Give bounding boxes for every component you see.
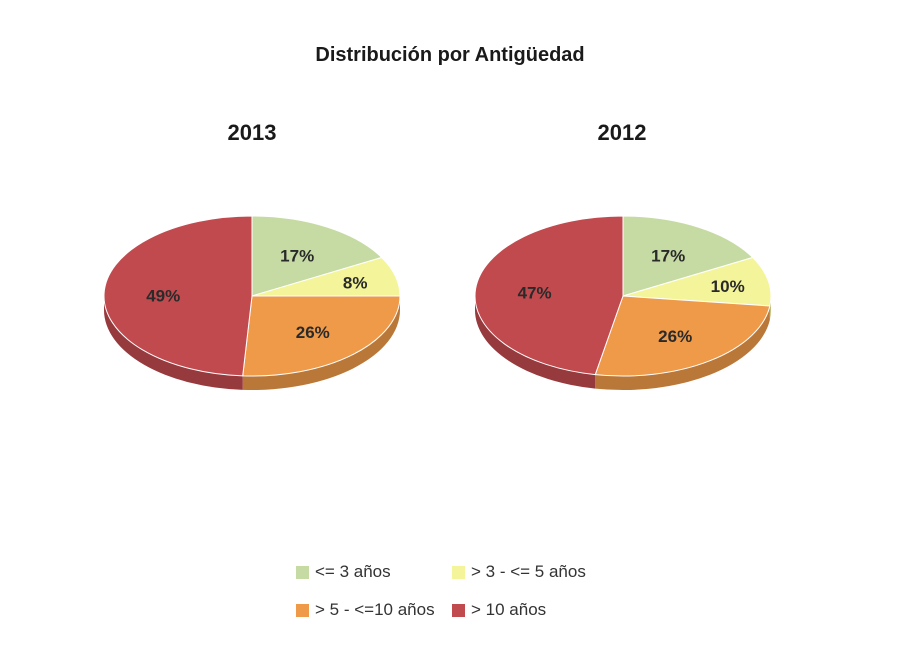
pie-title-2013: 2013: [227, 120, 277, 145]
legend-label-5to10: > 5 - <=10 años: [315, 600, 435, 619]
pie-2013-label-3to5: 8%: [343, 274, 368, 293]
pie-title-2012: 2012: [597, 120, 647, 145]
legend-label-le3: <= 3 años: [315, 562, 391, 581]
pie-2013: 17% 8% 26% 49%: [103, 215, 401, 390]
pie-2012-label-3to5: 10%: [711, 277, 745, 296]
pie-2012-slice-5to10: [594, 295, 771, 377]
pie-2012-side-5to10: [595, 306, 770, 390]
pie-2013-side-5to10: [242, 296, 400, 390]
pie-2012-slice-3to5: [622, 256, 772, 307]
legend-item-le3: <= 3 años: [296, 562, 391, 582]
pie-2012-slice-gt10: [474, 215, 624, 376]
pie-2013-label-gt10: 49%: [146, 286, 180, 305]
legend-swatch-3to5: [452, 565, 465, 579]
pie-2012-label-5to10: 26%: [658, 327, 692, 346]
pie-2012-label-gt10: 47%: [518, 283, 552, 302]
pie-2012-label-le3: 17%: [651, 247, 685, 266]
legend-item-5to10: > 5 - <=10 años: [296, 600, 435, 620]
legend-swatch-5to10: [296, 603, 309, 617]
pie-2012: 17% 10% 26% 47%: [474, 215, 772, 390]
pie-2012-slice-le3: [622, 215, 754, 297]
pie-2013-label-le3: 17%: [280, 247, 314, 266]
legend-label-gt10: > 10 años: [471, 600, 547, 619]
legend-swatch-le3: [296, 565, 309, 579]
pie-2012-side-gt10: [475, 296, 596, 389]
legend-swatch-gt10: [452, 603, 465, 617]
pie-2013-slice-le3: [251, 215, 383, 297]
legend-item-gt10: > 10 años: [452, 600, 546, 620]
pie-2013-slice-5to10: [242, 295, 401, 377]
pie-2013-slice-gt10: [103, 215, 253, 377]
pie-2013-label-5to10: 26%: [296, 323, 330, 342]
legend-label-3to5: > 3 - <= 5 años: [471, 562, 586, 581]
legend-item-3to5: > 3 - <= 5 años: [452, 562, 586, 582]
chart-title: Distribución por Antigüedad: [315, 44, 585, 66]
